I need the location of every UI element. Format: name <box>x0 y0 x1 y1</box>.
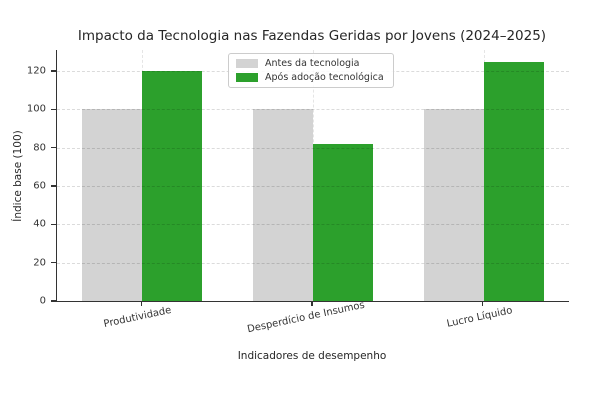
bar-after-3 <box>483 61 544 301</box>
bar-after-2 <box>313 143 373 301</box>
x-tick-mark <box>311 301 313 306</box>
legend-entry-before: Antes da tecnologia <box>236 58 384 69</box>
y-tick-mark <box>51 108 56 111</box>
y-tick-mark <box>51 261 56 264</box>
y-tick-label-20: 20 <box>33 257 46 269</box>
legend-label-before: Antes da tecnologia <box>265 58 360 69</box>
horizontal-gridline <box>57 262 569 264</box>
y-tick-mark <box>51 300 56 302</box>
y-tick-label-60: 60 <box>33 180 46 192</box>
bar-after-1 <box>142 71 203 301</box>
x-tick-mark <box>140 301 143 306</box>
x-tick-label-3: Lucro Líquido <box>445 305 514 330</box>
y-tick-label-120: 120 <box>26 65 46 77</box>
legend-entry-after: Após adoção tecnológica <box>236 72 384 83</box>
x-tick-label-1: Produtividade <box>103 304 173 331</box>
y-tick-mark <box>51 147 56 149</box>
y-tick-mark <box>51 185 56 187</box>
horizontal-gridline <box>57 186 569 188</box>
bar-before-2 <box>253 109 313 301</box>
bar-before-1 <box>82 109 143 301</box>
plot-area <box>56 50 569 302</box>
y-tick-mark <box>51 223 56 226</box>
y-tick-label-40: 40 <box>33 218 46 230</box>
chart-title: Impacto da Tecnologia nas Fazendas Gerid… <box>77 28 547 44</box>
bar-before-3 <box>423 109 484 301</box>
horizontal-gridline <box>57 224 569 226</box>
y-tick-mark <box>51 70 56 72</box>
legend-swatch-after <box>236 73 258 82</box>
horizontal-gridline <box>57 147 569 149</box>
horizontal-gridline <box>57 109 569 111</box>
y-tick-label-0: 0 <box>39 295 46 307</box>
x-axis-label: Indicadores de desempenho <box>237 350 387 362</box>
y-tick-label-100: 100 <box>26 103 46 115</box>
x-tick-mark <box>481 301 484 306</box>
x-tick-label-2: Desperdício de Insumos <box>246 299 366 336</box>
legend-swatch-before <box>236 59 258 68</box>
legend: Antes da tecnologia Após adoção tecnológ… <box>228 53 394 88</box>
legend-label-after: Após adoção tecnológica <box>265 72 384 83</box>
y-tick-label-80: 80 <box>33 142 46 154</box>
